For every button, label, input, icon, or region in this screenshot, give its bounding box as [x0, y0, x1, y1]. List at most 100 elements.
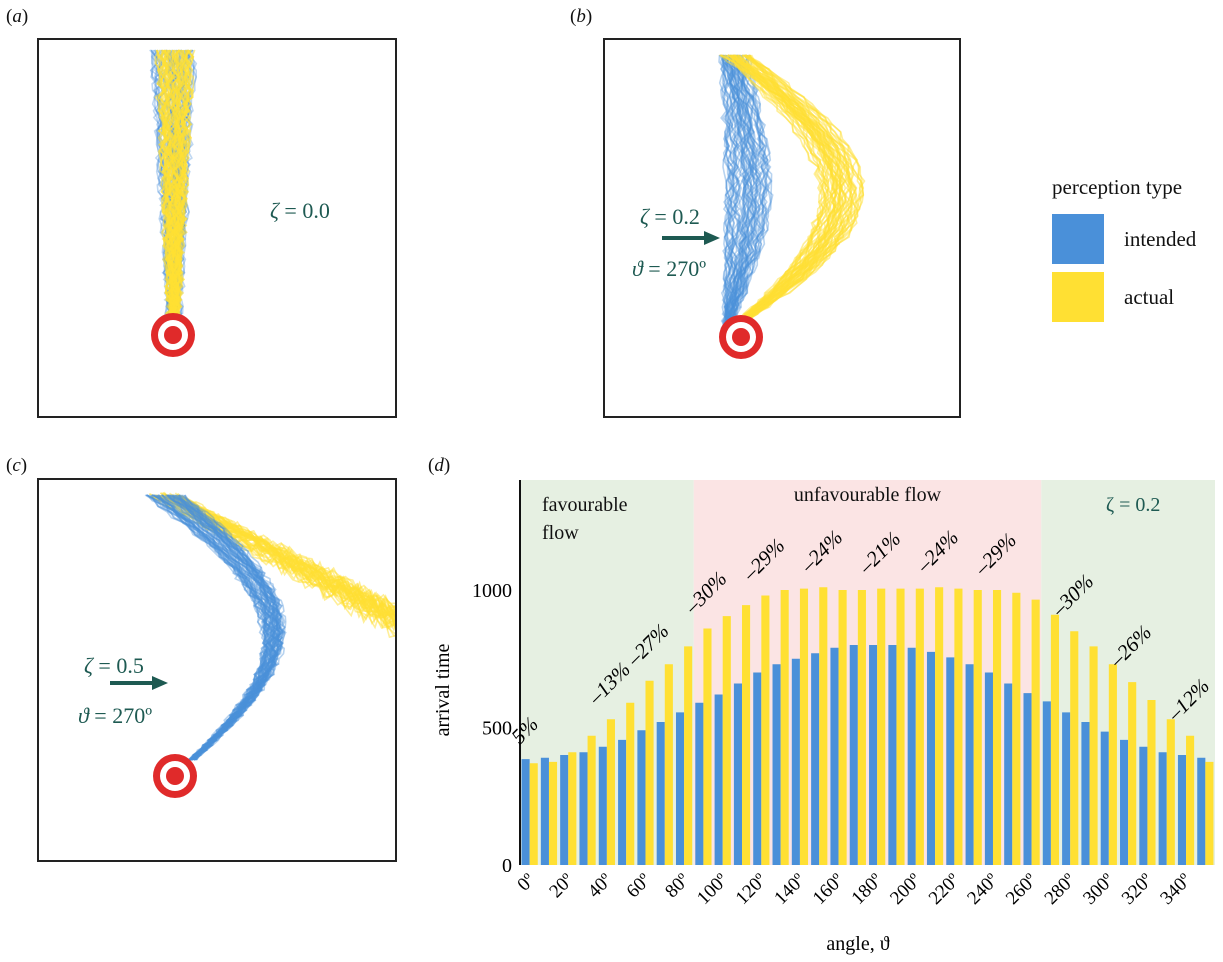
bar-intended [849, 645, 858, 865]
trajectory-line [723, 54, 756, 336]
trajectory-line [157, 494, 274, 761]
legend-swatch-intended [1052, 214, 1104, 264]
trajectory-line [726, 54, 773, 336]
bar-actual [761, 595, 770, 865]
trajectory-line [183, 494, 286, 761]
y-tick-label: 500 [482, 718, 512, 740]
bar-actual [935, 587, 944, 865]
percent-annotation: –12% [1162, 674, 1214, 726]
percent-annotation: –30% [1046, 569, 1098, 621]
trajectory-line [153, 494, 274, 761]
panel-a-letter: (a) [6, 6, 29, 27]
panel-b-trajectory-plot [603, 38, 961, 418]
percent-annotation: –29% [737, 533, 789, 585]
trajectory-line [153, 495, 395, 631]
trajectory-line [723, 54, 756, 336]
trajectory-line [721, 54, 751, 336]
percent-annotation: –24% [911, 525, 963, 577]
bar-actual [954, 588, 963, 865]
percent-annotation: 5% [506, 712, 543, 749]
bar-actual [1108, 664, 1117, 865]
bar-intended [791, 658, 800, 865]
region-favourable [520, 480, 694, 865]
percent-annotation: –13% [583, 657, 635, 709]
trajectory-line [155, 494, 274, 761]
y-tick-label: 0 [502, 855, 512, 877]
bar-intended [1042, 701, 1051, 865]
bar-actual [1089, 646, 1098, 865]
panel-a-trajectories [149, 49, 198, 357]
trajectory-line [179, 494, 287, 761]
trajectory-line [724, 54, 753, 336]
trajectory-line [723, 54, 743, 336]
trajectory-line [166, 494, 282, 761]
trajectory-line [148, 494, 270, 761]
bar-intended [598, 746, 607, 865]
trajectory-line [719, 54, 735, 336]
panel-b-flow-arrow-icon [662, 231, 720, 245]
bar-actual [1186, 735, 1195, 865]
trajectory-line [718, 54, 742, 336]
trajectory-line [151, 494, 272, 761]
trajectory-line [719, 54, 764, 336]
trajectory-line [168, 494, 281, 761]
y-axis-label: arrival time [432, 644, 454, 737]
region-label: unfavourable flow [794, 484, 942, 506]
bar-intended [772, 664, 781, 865]
trajectory-line [721, 54, 770, 336]
target-center [166, 767, 184, 785]
trajectory-line [720, 54, 770, 336]
trajectory-line [158, 494, 274, 761]
trajectory-line [157, 494, 276, 761]
bar-intended [907, 647, 916, 865]
x-axis-label: angle, ϑ [826, 933, 889, 955]
trajectory-line [166, 494, 278, 761]
bar-intended [521, 759, 530, 865]
percent-annotation: –24% [795, 525, 847, 577]
bar-actual [606, 719, 615, 865]
trajectory-line [161, 494, 277, 761]
trajectory-line [161, 494, 276, 761]
percent-annotation: –29% [969, 528, 1021, 580]
trajectory-line [178, 494, 284, 761]
x-tick-label: 140º [770, 870, 809, 909]
x-tick-label: 220º [925, 870, 964, 909]
bar-actual [742, 605, 751, 865]
trajectory-line [167, 494, 279, 761]
bar-actual [1031, 599, 1040, 865]
trajectory-line [718, 54, 733, 336]
panel-c-trajectories [144, 491, 395, 798]
trajectory-line [152, 494, 275, 761]
legend-title: perception type [1052, 175, 1183, 199]
bar-actual [1070, 631, 1079, 865]
x-tick-label: 0º [513, 870, 539, 896]
bar-actual [568, 752, 577, 865]
trajectory-line [722, 54, 756, 336]
y-tick-label: 1000 [472, 580, 512, 602]
bar-actual [722, 616, 731, 865]
trajectory-line [724, 54, 753, 336]
trajectory-line [174, 494, 284, 761]
x-tick-label: 320º [1118, 870, 1157, 909]
trajectory-line [156, 494, 273, 761]
panel-d-letter: (d) [428, 455, 451, 476]
bar-actual [645, 680, 654, 865]
bar-intended [656, 722, 665, 865]
bar-actual [1147, 700, 1156, 865]
trajectory-line [721, 54, 747, 336]
trajectory-line [721, 54, 741, 336]
bar-actual [1050, 614, 1060, 865]
panel-b-theta-annotation: ϑ = 270º [632, 256, 707, 281]
trajectory-line [158, 494, 276, 761]
bar-intended [637, 730, 646, 865]
trajectory-line [726, 55, 759, 336]
bar-actual [548, 761, 558, 865]
trajectory-line [146, 494, 270, 761]
panel-b-letter: (b) [570, 6, 593, 27]
bar-intended [1197, 757, 1206, 865]
x-tick-label: 200º [886, 870, 925, 909]
bar-intended [811, 653, 820, 865]
trajectory-line [722, 54, 768, 336]
flow-regions: favourable flow unfavourable flow ζ = 0.2 [520, 480, 1215, 865]
trajectory-line [161, 494, 278, 761]
